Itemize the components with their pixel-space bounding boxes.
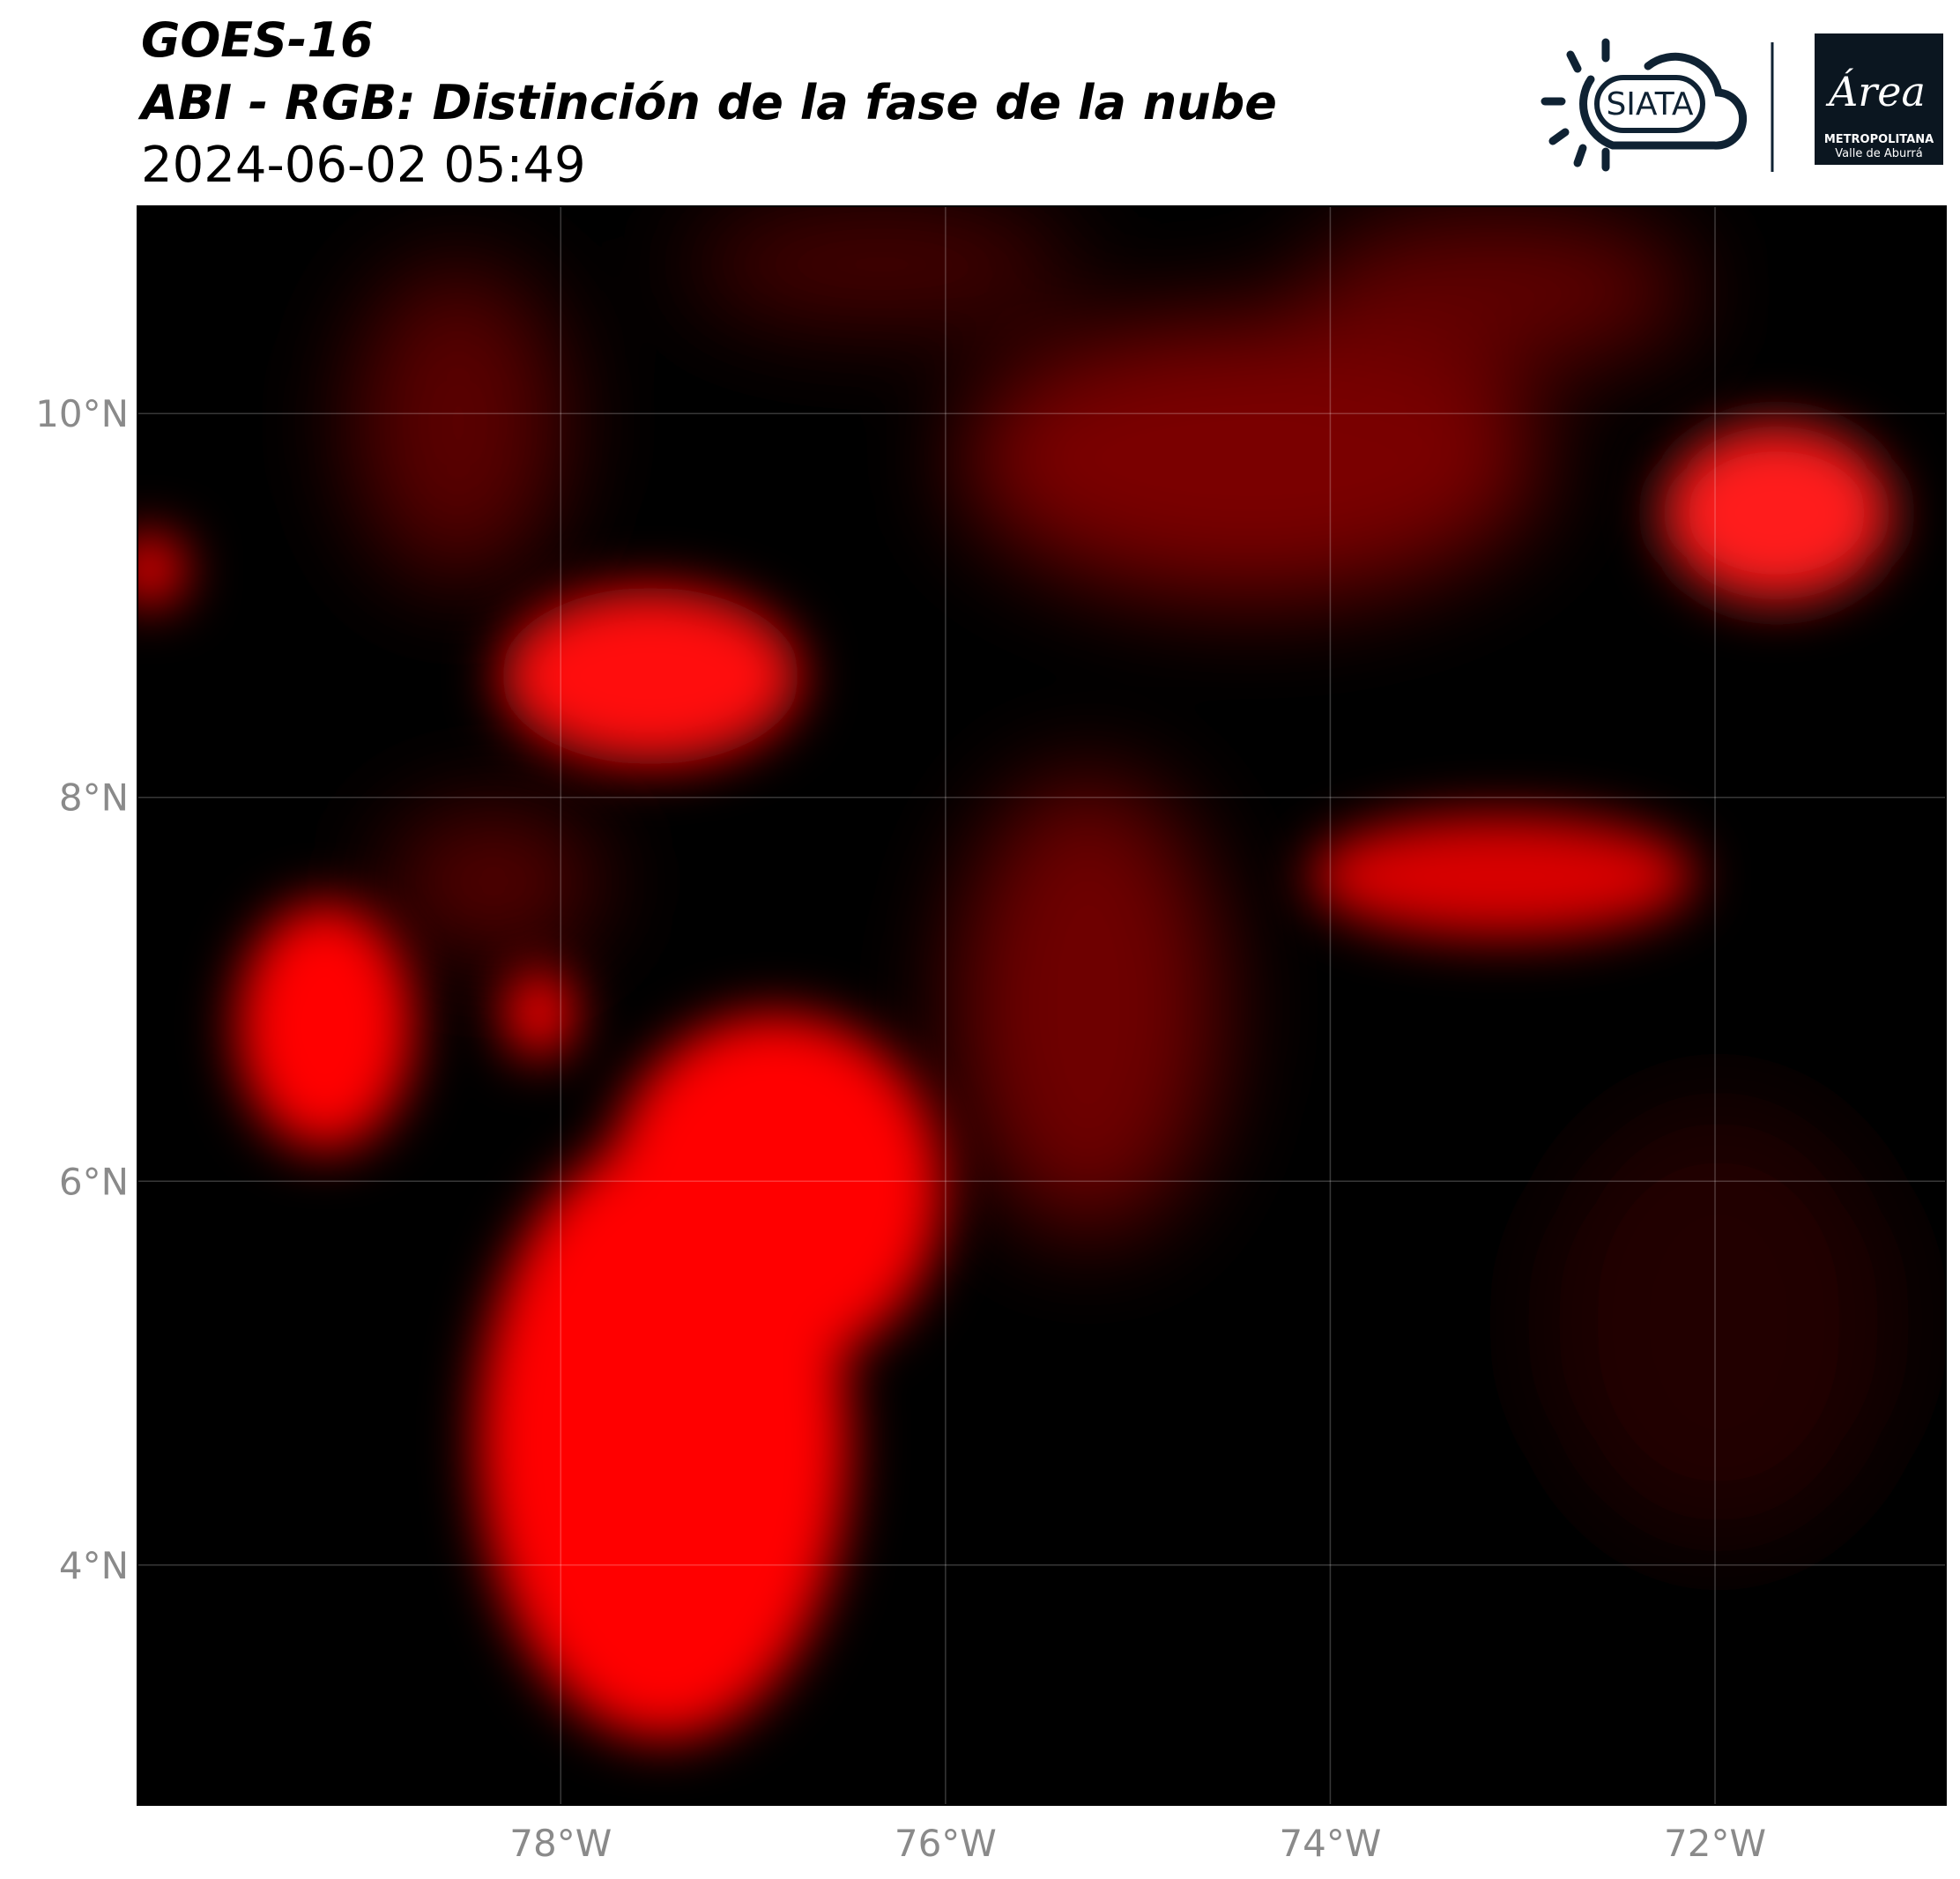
area-line1: METROPOLITANA [1824, 133, 1934, 146]
area-line2: Valle de Aburrá [1835, 147, 1922, 160]
title: GOES-16 [141, 12, 374, 68]
dim-clouds [353, 206, 1895, 1542]
subtitle: ABI - RGB: Distinción de la fase de la n… [137, 75, 1277, 130]
datetime: 2024-06-02 05:49 [141, 137, 586, 194]
y-tick-label: 6°N [59, 1160, 129, 1203]
y-tick-label: 8°N [59, 776, 129, 820]
x-tick-label: 72°W [1664, 1822, 1766, 1865]
map [137, 206, 1946, 1805]
y-tick-label: 10°N [35, 392, 129, 435]
area-logo: Área METROPOLITANA Valle de Aburrá [1815, 33, 1943, 165]
siata-text: SIATA [1606, 86, 1693, 123]
x-tick-label: 74°W [1279, 1822, 1381, 1865]
map-frame [137, 205, 1947, 1806]
area-text: Área [1825, 67, 1926, 115]
x-tick-label: 76°W [895, 1822, 997, 1865]
grid [137, 206, 1946, 1805]
siata-logo: SIATA [1541, 38, 1748, 172]
x-tick-label: 78°W [509, 1822, 612, 1865]
y-tick-label: 4°N [59, 1544, 129, 1587]
bright-clouds [137, 425, 1891, 1739]
